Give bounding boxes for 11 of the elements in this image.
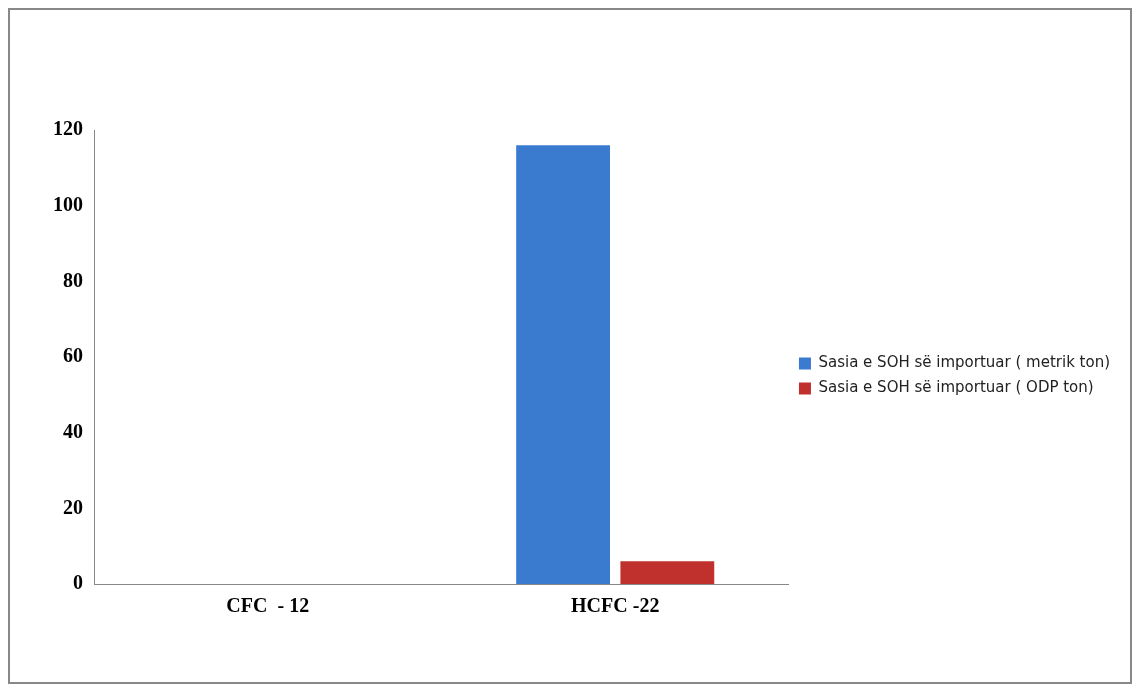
y-tick-label: 20: [63, 495, 83, 518]
y-tick-label: 80: [63, 268, 83, 291]
legend-label: Sasia e SOH së importuar ( ODP ton): [818, 378, 1094, 397]
y-tick-label: 60: [63, 344, 83, 367]
x-tick-label: HCFC -22: [571, 594, 660, 617]
x-tick-label: CFC - 12: [226, 594, 310, 617]
y-tick-label: 40: [63, 419, 83, 442]
y-tick-label: 120: [53, 117, 83, 140]
y-tick-label: 0: [73, 571, 83, 594]
legend-label: Sasia e SOH së importuar ( metrik ton): [818, 353, 1111, 372]
y-tick-label: 100: [53, 192, 83, 215]
